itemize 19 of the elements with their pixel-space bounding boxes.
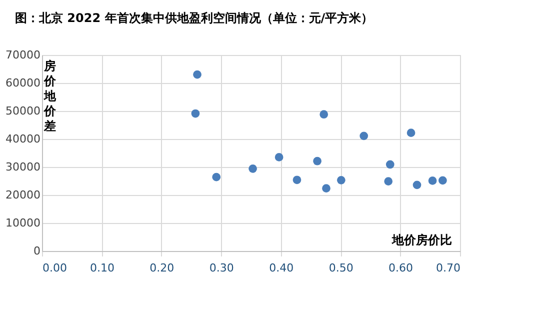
y-axis-title: 房价地价差 [43,59,57,133]
y-tick-label: 20000 [6,188,40,202]
y-tick-label: 60000 [6,76,40,90]
y-tick-label: 0 [34,244,40,258]
y-tick-label: 10000 [6,216,40,230]
y-tick-label: 30000 [6,160,40,174]
x-axis-title: 地价房价比 [391,233,452,247]
y-tick-label: 70000 [6,48,40,62]
x-tick-label: 0.40 [269,262,294,274]
x-tick-label: 0.10 [90,262,114,274]
x-tick-label: 0.60 [388,262,414,274]
y-tick-label: 50000 [6,104,40,118]
y-tick-label: 40000 [6,132,40,146]
x-tick-label: 0.20 [150,262,174,274]
x-tick-label: 0.50 [328,262,354,274]
x-tick-label: 0.30 [209,262,234,274]
x-tick-label: 0.00 [42,262,67,274]
x-tick-label: 0.70 [436,262,460,274]
chart-title: 图：北京 2022 年首次集中供地盈利空间情况（单位：元/平方米） [15,11,374,25]
